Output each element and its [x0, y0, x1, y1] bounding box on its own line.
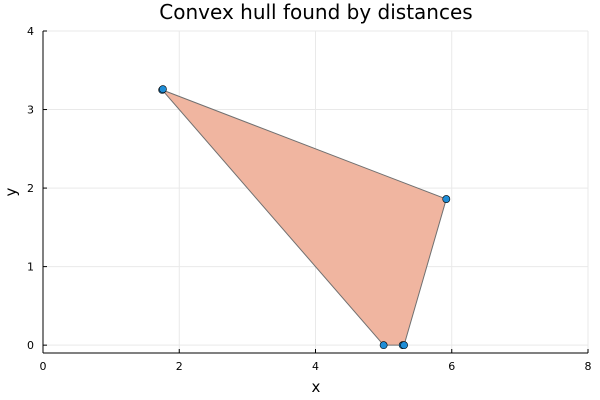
x-ticks: 0 2 4 6 8: [40, 349, 592, 373]
x-tick-label: 6: [448, 360, 455, 373]
x-tick-label: 0: [40, 360, 47, 373]
data-point: [400, 341, 408, 350]
y-tick-label: 1: [27, 261, 34, 274]
y-tick-label: 3: [27, 104, 34, 117]
y-ticks: 0 1 2 3 4: [27, 25, 47, 352]
x-tick-label: 4: [312, 360, 319, 373]
chart-title: Convex hull found by distances: [159, 0, 472, 24]
data-point: [158, 85, 167, 94]
data-point: [379, 341, 388, 350]
y-axis-label: y: [2, 187, 20, 196]
x-tick-label: 2: [176, 360, 183, 373]
data-point: [442, 195, 451, 203]
y-tick-label: 2: [27, 182, 34, 195]
x-tick-label: 8: [585, 360, 592, 373]
y-tick-label: 0: [27, 339, 34, 352]
y-tick-label: 4: [27, 25, 34, 38]
data-points: [158, 85, 451, 350]
x-axis-label: x: [312, 378, 321, 396]
